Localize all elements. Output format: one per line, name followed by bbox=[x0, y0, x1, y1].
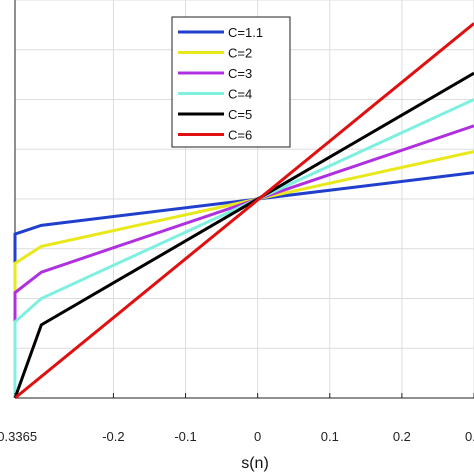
legend-label-1: C=1.1 bbox=[228, 25, 263, 40]
series-line-6 bbox=[14, 22, 474, 400]
series-lines bbox=[13, 22, 474, 400]
x-tick-label: 0.1 bbox=[321, 429, 339, 444]
legend-box bbox=[171, 16, 291, 148]
legend-label-3: C=3 bbox=[228, 66, 252, 81]
legend: C=1.1 C=2 C=3 C=4 C=5 C=6 bbox=[171, 16, 291, 148]
legend-label-4: C=4 bbox=[228, 87, 252, 102]
legend-label-2: C=2 bbox=[228, 46, 252, 61]
series-line-5 bbox=[13, 71, 474, 399]
x-tick-label: -0.3365 bbox=[0, 429, 37, 444]
x-tick-label: 0.2 bbox=[393, 429, 411, 444]
x-tick-label: 0 bbox=[254, 429, 261, 444]
x-tick-label: 0.3 bbox=[465, 429, 474, 444]
x-axis-label: s(n) bbox=[241, 455, 269, 472]
series-line-2 bbox=[13, 150, 474, 398]
x-tick-label: -0.2 bbox=[102, 429, 124, 444]
legend-label-5: C=5 bbox=[228, 107, 252, 122]
legend-label-6: C=6 bbox=[228, 128, 252, 143]
x-tick-label: -0.1 bbox=[174, 429, 196, 444]
x-tick-labels: -0.3365 -0.2 -0.1 0 0.1 0.2 0.3 bbox=[0, 393, 474, 444]
